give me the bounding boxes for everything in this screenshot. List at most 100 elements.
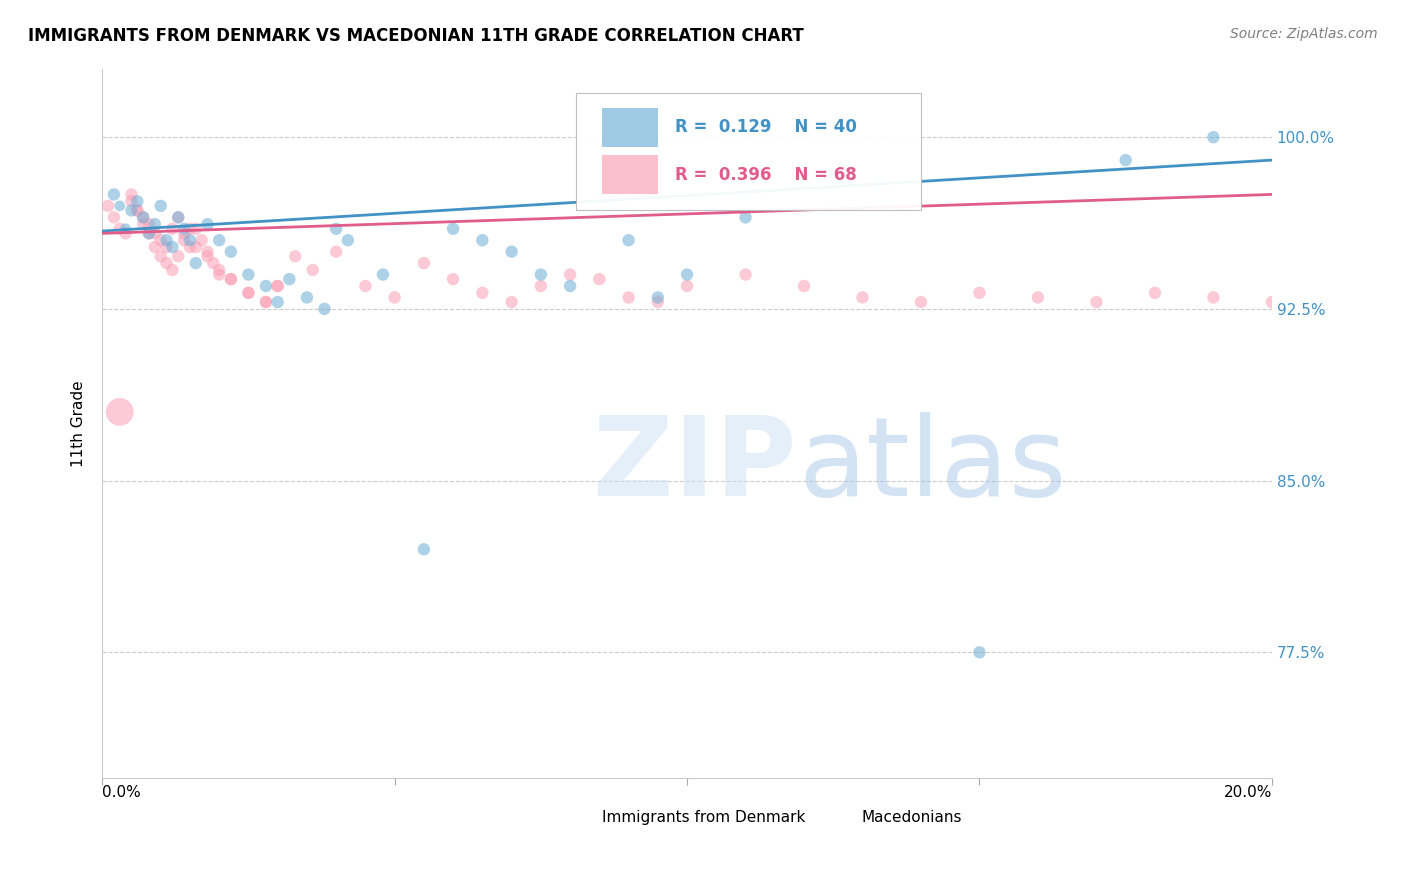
Point xyxy=(325,221,347,235)
Point xyxy=(208,233,231,247)
Point xyxy=(1202,290,1225,304)
Point xyxy=(138,227,160,241)
Point xyxy=(138,227,160,241)
Point xyxy=(254,279,277,293)
Point xyxy=(173,227,195,241)
Point xyxy=(197,244,219,259)
Text: 20.0%: 20.0% xyxy=(1223,785,1272,800)
Point xyxy=(1202,130,1225,145)
Point xyxy=(167,249,190,263)
Point xyxy=(132,211,155,225)
Point xyxy=(851,290,873,304)
Point xyxy=(208,268,231,282)
Point xyxy=(162,263,184,277)
Point xyxy=(132,211,155,225)
Point xyxy=(162,240,184,254)
Point xyxy=(149,199,172,213)
Point xyxy=(471,233,494,247)
Point xyxy=(530,268,553,282)
Point xyxy=(412,542,434,557)
Point xyxy=(1115,153,1137,167)
Point xyxy=(190,233,212,247)
Point xyxy=(238,285,260,300)
Point xyxy=(197,249,219,263)
Point xyxy=(617,290,640,304)
Point xyxy=(202,256,225,270)
Point xyxy=(471,285,494,300)
Point xyxy=(108,221,131,235)
Point xyxy=(588,272,610,286)
Point xyxy=(155,233,177,247)
Point xyxy=(412,256,434,270)
Text: R =  0.129    N = 40: R = 0.129 N = 40 xyxy=(675,119,858,136)
Bar xyxy=(813,808,853,826)
Point xyxy=(266,279,288,293)
Point xyxy=(647,295,669,310)
Point xyxy=(127,194,149,209)
Point xyxy=(108,199,131,213)
Point xyxy=(617,233,640,247)
Point xyxy=(336,233,359,247)
Point xyxy=(676,279,699,293)
Point xyxy=(734,211,756,225)
Point xyxy=(179,233,201,247)
Point xyxy=(155,240,177,254)
Point xyxy=(501,244,523,259)
Point xyxy=(179,221,201,235)
Point xyxy=(1085,295,1108,310)
Point xyxy=(501,295,523,310)
Text: atlas: atlas xyxy=(799,412,1067,519)
Point xyxy=(969,645,991,659)
Text: IMMIGRANTS FROM DENMARK VS MACEDONIAN 11TH GRADE CORRELATION CHART: IMMIGRANTS FROM DENMARK VS MACEDONIAN 11… xyxy=(28,27,804,45)
Bar xyxy=(602,108,658,147)
Text: Macedonians: Macedonians xyxy=(862,810,962,825)
Point xyxy=(149,233,172,247)
Point xyxy=(314,301,336,316)
Point xyxy=(167,211,190,225)
Point xyxy=(647,290,669,304)
Point xyxy=(969,285,991,300)
Point xyxy=(120,203,142,218)
Point xyxy=(179,240,201,254)
Text: 0.0%: 0.0% xyxy=(103,785,141,800)
Point xyxy=(295,290,318,304)
Point xyxy=(219,272,242,286)
Point xyxy=(910,295,932,310)
Point xyxy=(167,211,190,225)
Point xyxy=(1026,290,1049,304)
Text: Immigrants from Denmark: Immigrants from Denmark xyxy=(602,810,806,825)
Point xyxy=(558,279,581,293)
Point xyxy=(325,244,347,259)
Point xyxy=(149,249,172,263)
Point xyxy=(734,268,756,282)
Bar xyxy=(553,808,593,826)
Point xyxy=(103,187,125,202)
Point xyxy=(219,272,242,286)
Point xyxy=(371,268,394,282)
Point xyxy=(238,285,260,300)
Y-axis label: 11th Grade: 11th Grade xyxy=(72,380,86,467)
Point xyxy=(384,290,406,304)
Point xyxy=(120,194,142,209)
Point xyxy=(114,227,136,241)
Point xyxy=(254,295,277,310)
Point xyxy=(793,279,815,293)
Point xyxy=(278,272,301,286)
Point xyxy=(1261,295,1284,310)
Point xyxy=(441,272,464,286)
Point xyxy=(162,221,184,235)
FancyBboxPatch shape xyxy=(576,94,921,211)
Point xyxy=(558,268,581,282)
Point xyxy=(120,187,142,202)
Point xyxy=(197,217,219,231)
Point xyxy=(184,256,207,270)
Point xyxy=(127,203,149,218)
Point xyxy=(103,211,125,225)
Text: R =  0.396    N = 68: R = 0.396 N = 68 xyxy=(675,166,858,184)
Point xyxy=(266,279,288,293)
Point xyxy=(184,240,207,254)
Point xyxy=(1143,285,1166,300)
Point xyxy=(173,221,195,235)
Text: Source: ZipAtlas.com: Source: ZipAtlas.com xyxy=(1230,27,1378,41)
Point xyxy=(143,240,166,254)
